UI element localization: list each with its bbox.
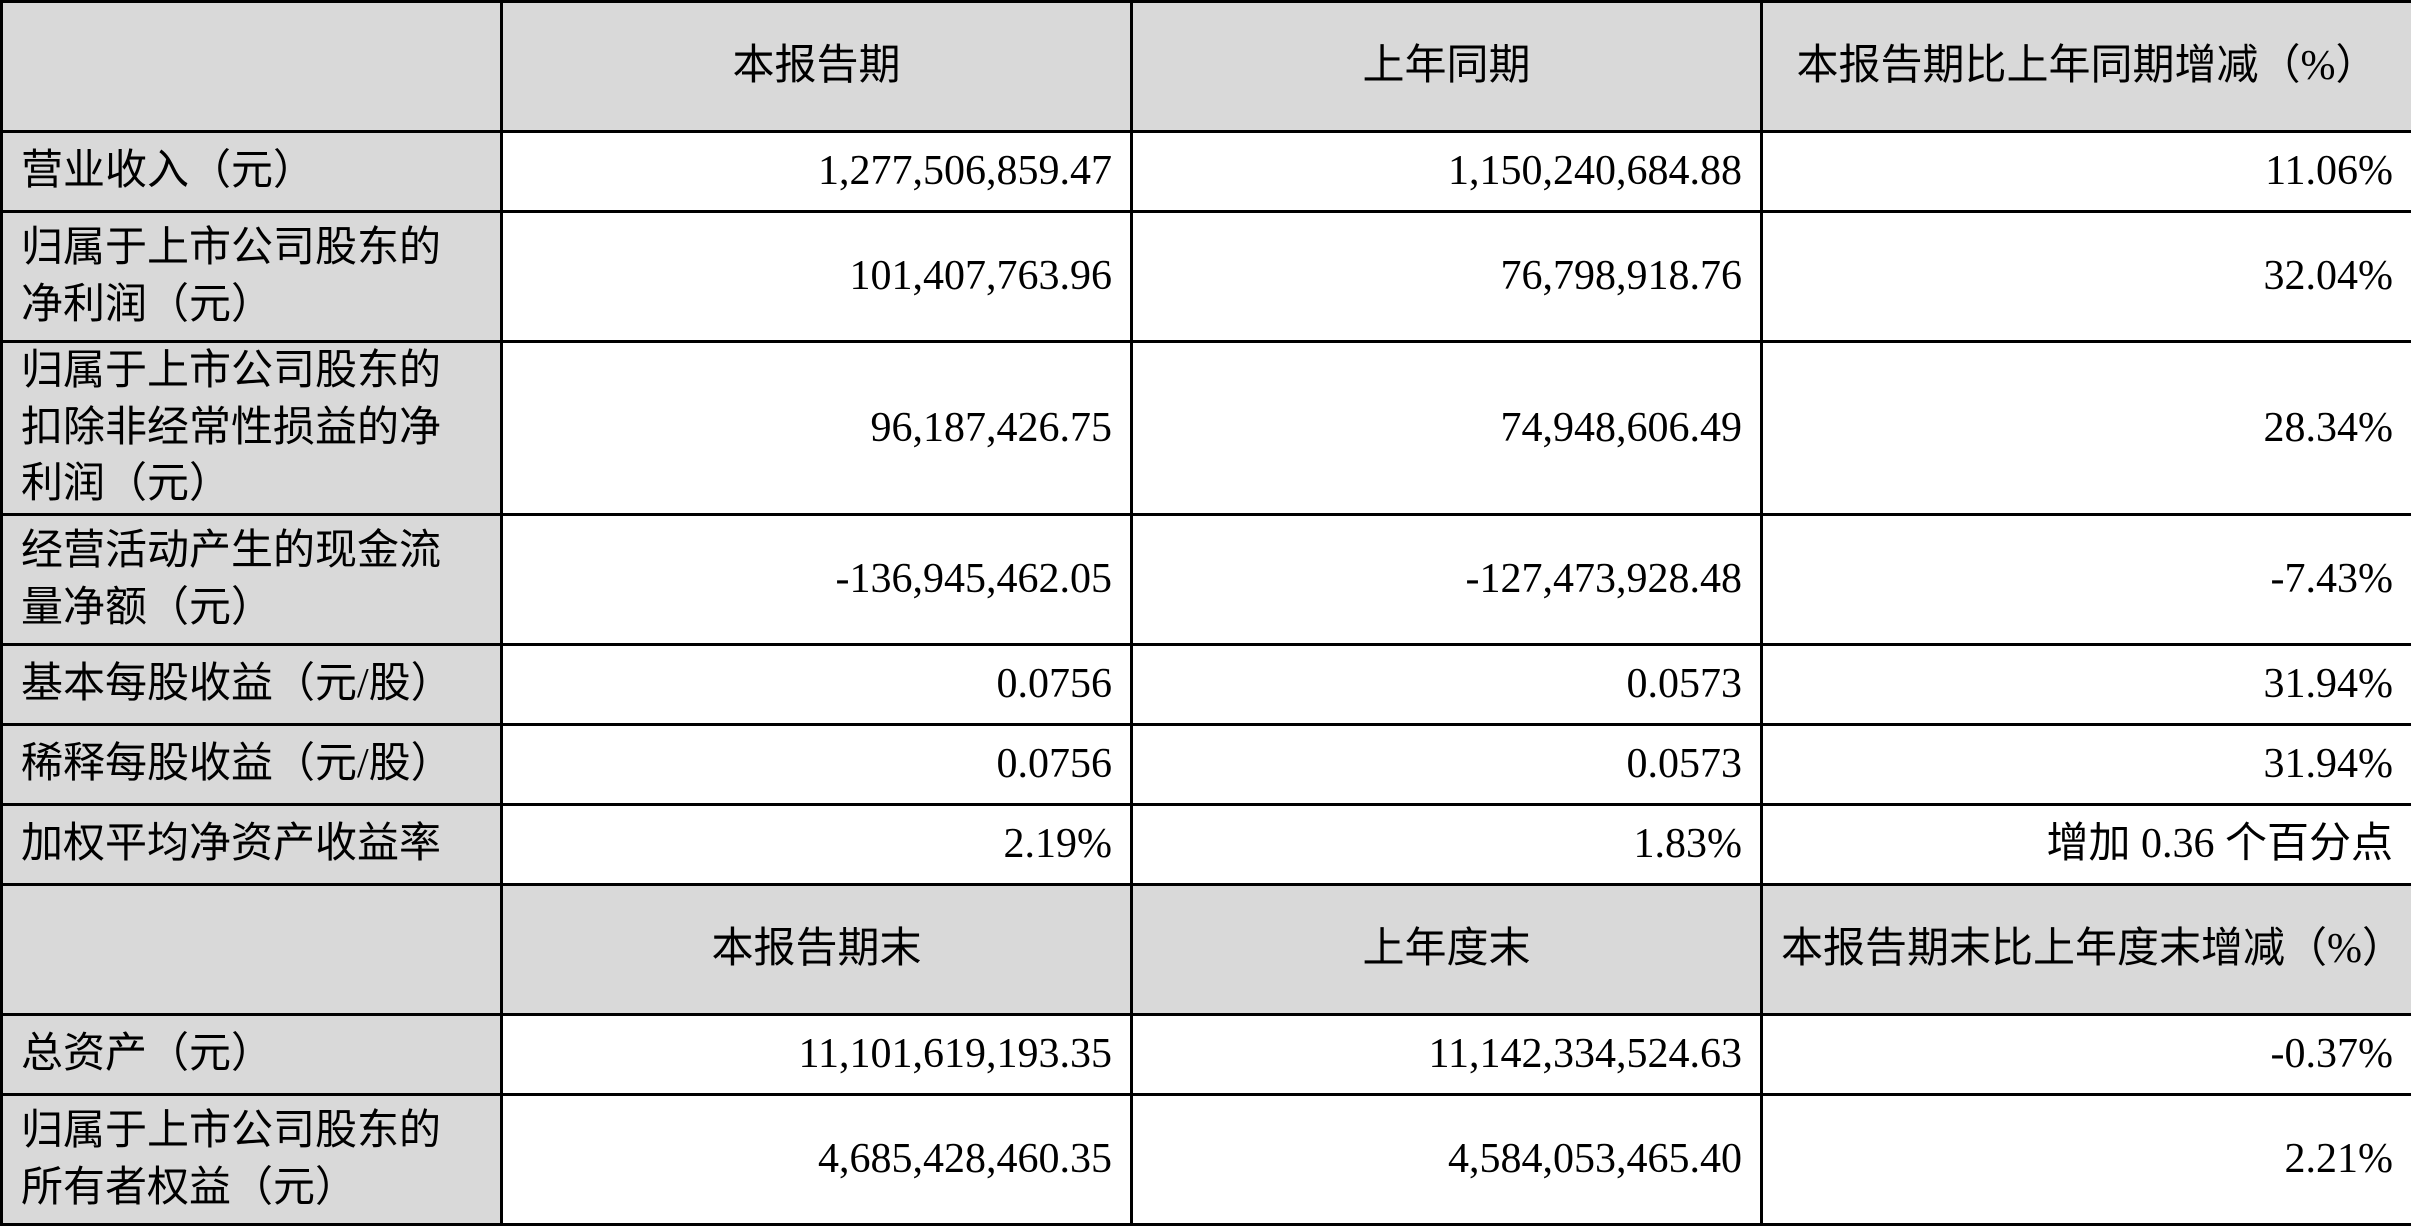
- header2-blank: [2, 885, 502, 1015]
- row-value-current: 2.19%: [502, 805, 1132, 885]
- row-value-change: 2.21%: [1762, 1095, 2411, 1225]
- row-label: 营业收入（元）: [2, 132, 502, 212]
- header1-prior-period: 上年同期: [1132, 2, 1762, 132]
- row-value-change: 增加 0.36 个百分点: [1762, 805, 2411, 885]
- row-value-current: 4,685,428,460.35: [502, 1095, 1132, 1225]
- row-value-current: -136,945,462.05: [502, 515, 1132, 645]
- row-value-current: 11,101,619,193.35: [502, 1015, 1132, 1095]
- row-value-change: 32.04%: [1762, 212, 2411, 342]
- row-value-current: 1,277,506,859.47: [502, 132, 1132, 212]
- row-label: 稀释每股收益（元/股）: [2, 725, 502, 805]
- row-value-change: 28.34%: [1762, 342, 2411, 515]
- header2-prior-year-end: 上年度末: [1132, 885, 1762, 1015]
- row-value-prior: 4,584,053,465.40: [1132, 1095, 1762, 1225]
- row-label: 归属于上市公司股东的所有者权益（元）: [2, 1095, 502, 1225]
- row-value-prior: 74,948,606.49: [1132, 342, 1762, 515]
- row-value-change: 31.94%: [1762, 725, 2411, 805]
- row-value-prior: 0.0573: [1132, 645, 1762, 725]
- row-value-change: -7.43%: [1762, 515, 2411, 645]
- row-value-change: 31.94%: [1762, 645, 2411, 725]
- header1-current-period: 本报告期: [502, 2, 1132, 132]
- row-value-prior: 76,798,918.76: [1132, 212, 1762, 342]
- row-value-change: -0.37%: [1762, 1015, 2411, 1095]
- row-value-current: 101,407,763.96: [502, 212, 1132, 342]
- row-label: 基本每股收益（元/股）: [2, 645, 502, 725]
- header1-blank: [2, 2, 502, 132]
- row-value-change: 11.06%: [1762, 132, 2411, 212]
- row-value-current: 0.0756: [502, 725, 1132, 805]
- header2-period-end: 本报告期末: [502, 885, 1132, 1015]
- row-value-prior: -127,473,928.48: [1132, 515, 1762, 645]
- row-value-current: 96,187,426.75: [502, 342, 1132, 515]
- row-label: 归属于上市公司股东的净利润（元）: [2, 212, 502, 342]
- row-label: 归属于上市公司股东的扣除非经常性损益的净利润（元）: [2, 342, 502, 515]
- row-label: 加权平均净资产收益率: [2, 805, 502, 885]
- row-value-prior: 1,150,240,684.88: [1132, 132, 1762, 212]
- row-label: 总资产（元）: [2, 1015, 502, 1095]
- financial-summary-table: 本报告期 上年同期 本报告期比上年同期增减（%） 营业收入（元） 1,277,5…: [0, 0, 2411, 1226]
- row-value-prior: 11,142,334,524.63: [1132, 1015, 1762, 1095]
- header1-change-pct: 本报告期比上年同期增减（%）: [1762, 2, 2411, 132]
- header2-change-pct: 本报告期末比上年度末增减（%）: [1762, 885, 2411, 1015]
- row-value-current: 0.0756: [502, 645, 1132, 725]
- row-value-prior: 1.83%: [1132, 805, 1762, 885]
- row-label: 经营活动产生的现金流量净额（元）: [2, 515, 502, 645]
- row-value-prior: 0.0573: [1132, 725, 1762, 805]
